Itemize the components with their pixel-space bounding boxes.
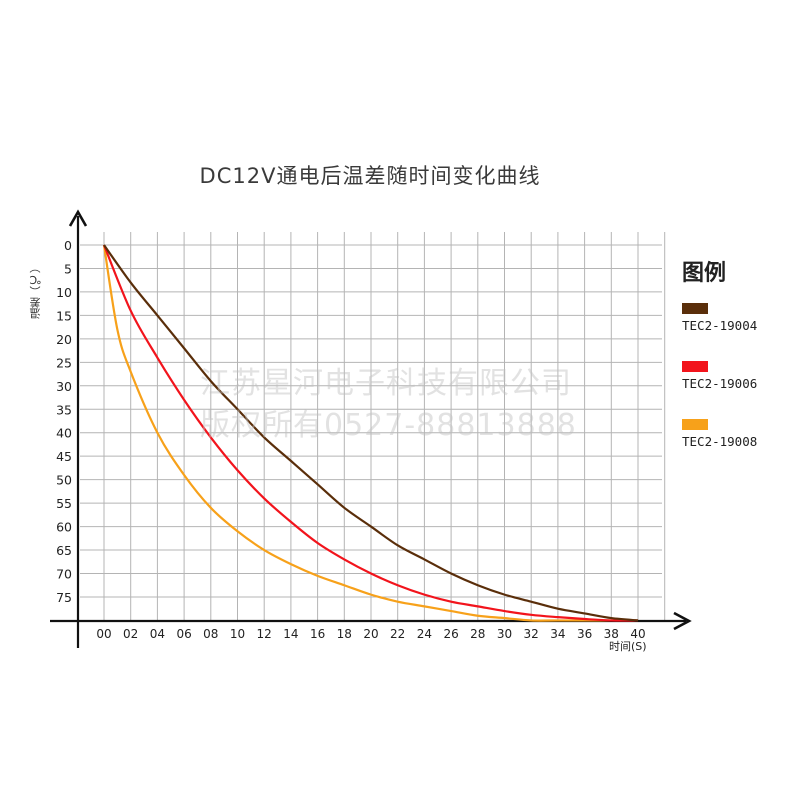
- svg-text:65: 65: [56, 543, 72, 558]
- svg-text:55: 55: [56, 496, 72, 511]
- svg-text:60: 60: [56, 520, 72, 535]
- series-tec2-19008-line: [102, 244, 638, 622]
- legend-label: TEC2-19004: [682, 318, 758, 333]
- legend-item-19008: TEC2-19008: [682, 419, 757, 449]
- legend-swatch: [682, 419, 708, 430]
- svg-text:50: 50: [56, 473, 72, 488]
- svg-text:40: 40: [56, 426, 72, 441]
- svg-text:70: 70: [56, 567, 72, 582]
- legend-label: TEC2-19006: [682, 376, 758, 391]
- svg-text:5: 5: [64, 261, 72, 276]
- grid-lines: [80, 232, 666, 621]
- watermark-company: 江苏星河电子科技有限公司: [200, 366, 572, 401]
- svg-text:34: 34: [550, 627, 565, 641]
- series-tec2-19004-line: [103, 244, 639, 622]
- svg-text:20: 20: [56, 332, 72, 347]
- legend-swatch: [682, 361, 708, 372]
- svg-text:15: 15: [56, 308, 72, 323]
- svg-text:14: 14: [283, 627, 298, 641]
- svg-text:36: 36: [577, 627, 592, 641]
- legend-item-19004: TEC2-19004: [682, 303, 757, 333]
- svg-text:04: 04: [150, 627, 165, 641]
- svg-text:22: 22: [390, 627, 405, 641]
- svg-text:24: 24: [417, 627, 432, 641]
- watermark-copyright: 版权所有0527-88813888: [200, 408, 577, 443]
- svg-text:08: 08: [203, 627, 218, 641]
- series-tec2-19006-line: [102, 244, 639, 622]
- svg-text:32: 32: [524, 627, 539, 641]
- y-axis-label: 温差（℃）: [29, 262, 42, 319]
- legend-title: 图例: [682, 261, 727, 286]
- chart-title: DC12V通电后温差随时间变化曲线: [199, 164, 541, 188]
- svg-text:26: 26: [443, 627, 458, 641]
- svg-text:25: 25: [56, 355, 72, 370]
- svg-text:16: 16: [310, 627, 325, 641]
- svg-text:75: 75: [56, 590, 72, 605]
- svg-text:18: 18: [337, 627, 352, 641]
- legend-swatch: [682, 303, 708, 314]
- svg-text:38: 38: [604, 627, 619, 641]
- svg-text:35: 35: [56, 402, 72, 417]
- svg-text:45: 45: [56, 449, 72, 464]
- legend-label: TEC2-19008: [682, 434, 758, 449]
- svg-text:30: 30: [56, 379, 72, 394]
- svg-text:30: 30: [497, 627, 512, 641]
- svg-text:20: 20: [363, 627, 378, 641]
- svg-text:10: 10: [56, 285, 72, 300]
- data-series: [102, 244, 639, 622]
- svg-text:02: 02: [123, 627, 138, 641]
- legend-item-19006: TEC2-19006: [682, 361, 757, 391]
- svg-text:10: 10: [230, 627, 245, 641]
- svg-text:00: 00: [96, 627, 111, 641]
- x-axis-label: 时间(S): [609, 640, 647, 653]
- tick-labels: 0 5 10 15 20 25 30 35 40 45 50 55 60 65 70 75 00 02 04 06 08…: [56, 238, 646, 641]
- svg-text:0: 0: [64, 238, 72, 253]
- legend: 图例 TEC2-19004 TEC2-19006 TEC2-19008: [682, 255, 757, 477]
- svg-text:40: 40: [630, 627, 645, 641]
- svg-text:12: 12: [257, 627, 272, 641]
- svg-text:06: 06: [176, 627, 191, 641]
- svg-text:28: 28: [470, 627, 485, 641]
